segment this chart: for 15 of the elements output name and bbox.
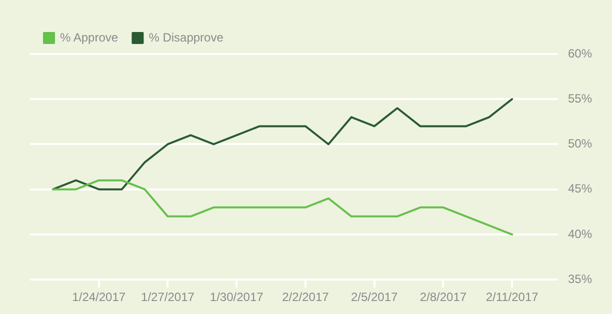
- y-tick-label: 45%: [568, 182, 592, 196]
- x-tick-label: 2/8/2017: [420, 290, 467, 304]
- y-tick-label: 40%: [568, 226, 592, 241]
- x-tick-label: 2/11/2017: [486, 290, 539, 304]
- x-tick-label: 2/2/2017: [282, 290, 330, 304]
- y-tick-label: 35%: [568, 272, 592, 286]
- legend-label: % Disapprove: [148, 30, 224, 44]
- y-tick-label: 60%: [568, 46, 592, 60]
- x-tick-label: 1/24/2017: [72, 290, 126, 304]
- legend-label: % Approve: [60, 30, 118, 44]
- y-tick-label: 55%: [568, 91, 592, 106]
- x-tick-label: 1/30/2017: [210, 290, 264, 304]
- y-tick-label: 50%: [568, 136, 592, 151]
- x-tick-label: 1/27/2017: [141, 290, 195, 304]
- x-tick-label: 2/5/2017: [350, 290, 398, 304]
